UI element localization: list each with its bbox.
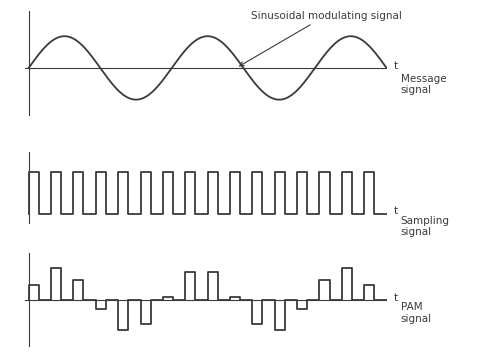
Text: t: t [393,61,397,71]
Text: Message
signal: Message signal [400,74,445,95]
Text: Sampling
signal: Sampling signal [400,216,449,237]
Text: t: t [393,206,397,217]
Text: PAM
signal: PAM signal [400,302,431,324]
Text: t: t [393,293,397,303]
Text: Sinusoidal modulating signal: Sinusoidal modulating signal [239,10,401,66]
